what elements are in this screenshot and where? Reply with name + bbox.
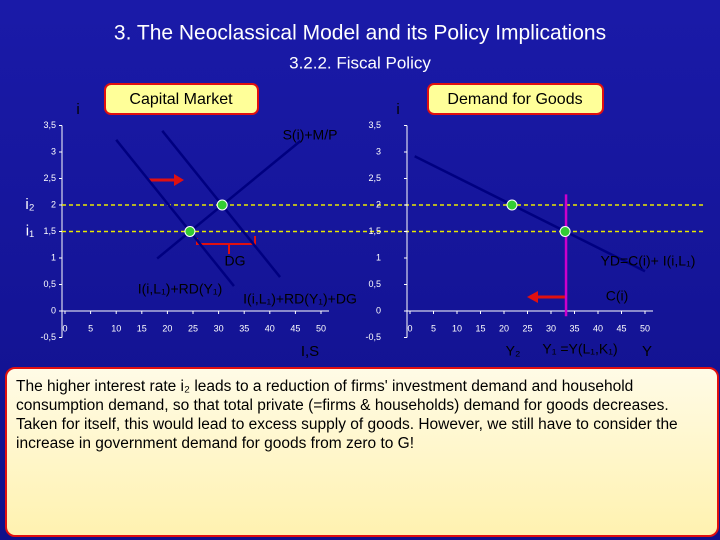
y-tick-label: 2: [376, 199, 381, 209]
y-tick-label: 2,5: [368, 173, 381, 183]
point: [216, 199, 228, 211]
annotation: DG: [225, 253, 246, 269]
x-axis-label: I,S: [301, 343, 319, 360]
arrow-head: [527, 291, 538, 303]
x-tick-label: 35: [239, 323, 249, 333]
x-tick-label: 5: [88, 323, 93, 333]
x-tick-label: 30: [546, 323, 556, 333]
x-tick-label: 0: [407, 323, 412, 333]
line: [414, 155, 646, 273]
x-tick-label: 40: [265, 323, 275, 333]
x-tick-label: 45: [290, 323, 300, 333]
y-tick-label: 2: [51, 199, 56, 209]
x-tick-label: 15: [475, 323, 485, 333]
x-tick-label: 15: [137, 323, 147, 333]
y-tick-label: 1,5: [43, 226, 56, 236]
point: [506, 199, 518, 211]
y-tick-label: 3,5: [43, 120, 56, 130]
x-tick-label: 50: [640, 323, 650, 333]
line: [156, 139, 302, 260]
y-tick-label: 3: [51, 146, 56, 156]
x-tick-label: 20: [499, 323, 509, 333]
annotation: YD=C(i)+ I(i,L₁): [601, 253, 696, 269]
x-tick-label: 10: [452, 323, 462, 333]
y-tick-label: 1: [376, 252, 381, 262]
annotation: S(i)+M/P: [283, 127, 338, 143]
y-tick-label: -0,5: [40, 332, 56, 342]
x-tick-label: 25: [522, 323, 532, 333]
x-tick-label: 35: [569, 323, 579, 333]
x-tick-label: 10: [111, 323, 121, 333]
x-tick-label: 5: [431, 323, 436, 333]
x-tick-label: 0: [62, 323, 67, 333]
x-tick-label: 20: [162, 323, 172, 333]
y-tick-label: 3,5: [368, 120, 381, 130]
y-tick-label: 0,5: [368, 279, 381, 289]
x-tick-label: 50: [316, 323, 326, 333]
point: [184, 226, 196, 237]
annotation: Y₁ =Y(L₁,K₁): [542, 341, 617, 357]
y-tick-label: 0: [51, 305, 56, 315]
y-tick-label: 3: [376, 146, 381, 156]
text-box: The higher interest rate i₂ leads to a r…: [5, 367, 719, 537]
arrow-head: [174, 174, 184, 186]
chart-title: Demand for Goods: [447, 91, 582, 108]
x-tick-label: 40: [593, 323, 603, 333]
bracket: [196, 236, 256, 245]
title-box: [427, 83, 604, 115]
y-tick-label: 2,5: [43, 173, 56, 183]
x-axis-label: Y: [642, 343, 652, 360]
slide-title: 3. The Neoclassical Model and its Policy…: [114, 22, 606, 45]
point: [559, 226, 571, 237]
charts: 3. The Neoclassical Model and its Policy…: [25, 22, 705, 360]
y-axis-label: i: [76, 101, 79, 118]
hline-label: i₁: [26, 222, 34, 239]
annotation: C(i): [606, 288, 629, 304]
x-tick-label: 30: [214, 323, 224, 333]
x-tick-label: 45: [616, 323, 626, 333]
y-axis-label: i: [396, 101, 399, 118]
annotation: I(i,L₁)+RD(Y₁)+DG: [243, 291, 357, 307]
title-box: [104, 83, 259, 115]
chart-title: Capital Market: [129, 91, 233, 108]
y-tick-label: 0,5: [43, 279, 56, 289]
hline-label: i₂: [25, 196, 34, 213]
annotation: Y₂: [506, 343, 521, 359]
x-tick-label: 25: [188, 323, 198, 333]
y-tick-label: 1: [51, 252, 56, 262]
y-tick-label: 1,5: [368, 226, 381, 236]
line: [115, 139, 235, 287]
y-tick-label: 0: [376, 305, 381, 315]
slide-subtitle: 3.2.2. Fiscal Policy: [289, 53, 431, 72]
annotation: I(i,L₁)+RD(Y₁): [138, 281, 223, 297]
y-tick-label: -0,5: [365, 332, 381, 342]
